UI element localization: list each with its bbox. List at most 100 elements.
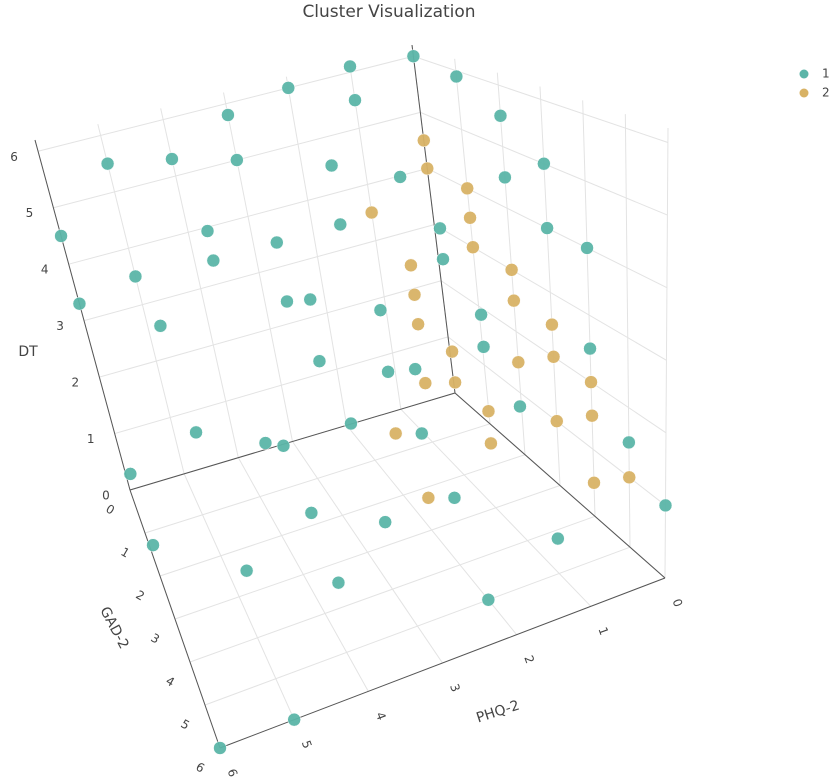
points: [54, 49, 673, 755]
point: [146, 538, 160, 552]
y-tick-label: 5: [178, 717, 192, 733]
point: [304, 506, 319, 520]
point: [343, 59, 357, 74]
grid-line: [144, 423, 491, 534]
grid-line: [285, 76, 348, 426]
grid-line: [83, 224, 435, 322]
point: [498, 170, 512, 185]
point: [388, 426, 403, 441]
point: [333, 217, 348, 232]
grid-line: [223, 92, 293, 442]
z-axis-title: DT: [18, 344, 38, 360]
y-axis-title: GAD-2: [96, 604, 131, 651]
grid-line: [582, 100, 596, 517]
point: [550, 414, 564, 428]
grid-line: [189, 515, 596, 663]
point: [463, 211, 477, 225]
point: [206, 253, 221, 268]
point: [421, 491, 436, 505]
axis-line: [219, 577, 666, 749]
x-tick-label: 3: [447, 682, 463, 694]
point: [393, 170, 407, 184]
point: [540, 221, 554, 235]
grid-line: [97, 124, 185, 474]
x-tick-label: 2: [521, 654, 537, 666]
point: [513, 399, 527, 414]
y-tick-label: 1: [118, 545, 132, 561]
point: [258, 436, 273, 450]
x-tick-label: 6: [225, 767, 241, 779]
point: [511, 355, 526, 369]
point: [445, 344, 459, 359]
legend: 12: [799, 67, 830, 100]
point: [447, 491, 462, 505]
legend-marker: [799, 88, 809, 98]
legend-label: 2: [822, 86, 830, 100]
axis-line: [129, 392, 456, 491]
point: [165, 152, 179, 166]
point: [504, 263, 519, 277]
point: [420, 161, 435, 176]
point: [54, 229, 68, 243]
grid-line: [174, 485, 561, 620]
point: [583, 341, 597, 356]
point: [200, 224, 215, 238]
y-tick-label: 0: [103, 502, 117, 518]
point: [364, 205, 379, 220]
point: [622, 470, 636, 485]
point: [585, 408, 599, 423]
axis-line: [129, 489, 221, 749]
point: [123, 467, 138, 481]
point: [580, 241, 594, 255]
point: [418, 376, 433, 390]
axis-line: [34, 139, 131, 491]
point: [348, 93, 362, 107]
point: [324, 158, 339, 173]
z-tick-label: 1: [87, 432, 95, 446]
point: [484, 436, 498, 451]
x-tick-label: 0: [670, 597, 686, 609]
x-tick-label: 1: [595, 625, 611, 637]
y-tick-label: 4: [163, 674, 177, 690]
point: [507, 293, 521, 308]
legend-label: 1: [822, 67, 830, 81]
point: [481, 404, 496, 418]
grid-line: [413, 55, 669, 143]
point: [213, 741, 227, 755]
point: [448, 375, 462, 390]
y-tick-label: 2: [133, 588, 147, 604]
point: [537, 156, 551, 171]
point: [466, 240, 480, 254]
grid-line: [160, 108, 239, 458]
z-tick-label: 4: [41, 263, 49, 277]
grid-line: [114, 336, 449, 435]
point: [100, 156, 115, 171]
y-tick-label: 6: [193, 760, 207, 776]
point: [622, 435, 636, 450]
point: [415, 426, 429, 441]
point: [303, 292, 317, 307]
z-tick-label: 3: [56, 319, 64, 333]
point: [408, 362, 422, 376]
point: [449, 69, 464, 84]
point: [221, 108, 235, 122]
point: [373, 303, 388, 317]
point: [545, 317, 559, 332]
point: [331, 575, 346, 590]
point: [72, 296, 87, 311]
grid-line: [159, 454, 526, 577]
point: [584, 375, 598, 389]
legend-marker: [799, 69, 809, 79]
point: [587, 476, 601, 490]
grid-line: [204, 546, 631, 706]
x-axis-title: PHQ-2: [474, 698, 521, 727]
point: [281, 81, 296, 95]
x-tick-label: 4: [373, 710, 389, 722]
z-tick-label: 2: [72, 376, 80, 390]
point: [460, 181, 474, 196]
point: [312, 354, 327, 368]
point: [481, 593, 496, 607]
axis-line: [454, 392, 666, 579]
chart-title: Cluster Visualization: [302, 2, 475, 22]
